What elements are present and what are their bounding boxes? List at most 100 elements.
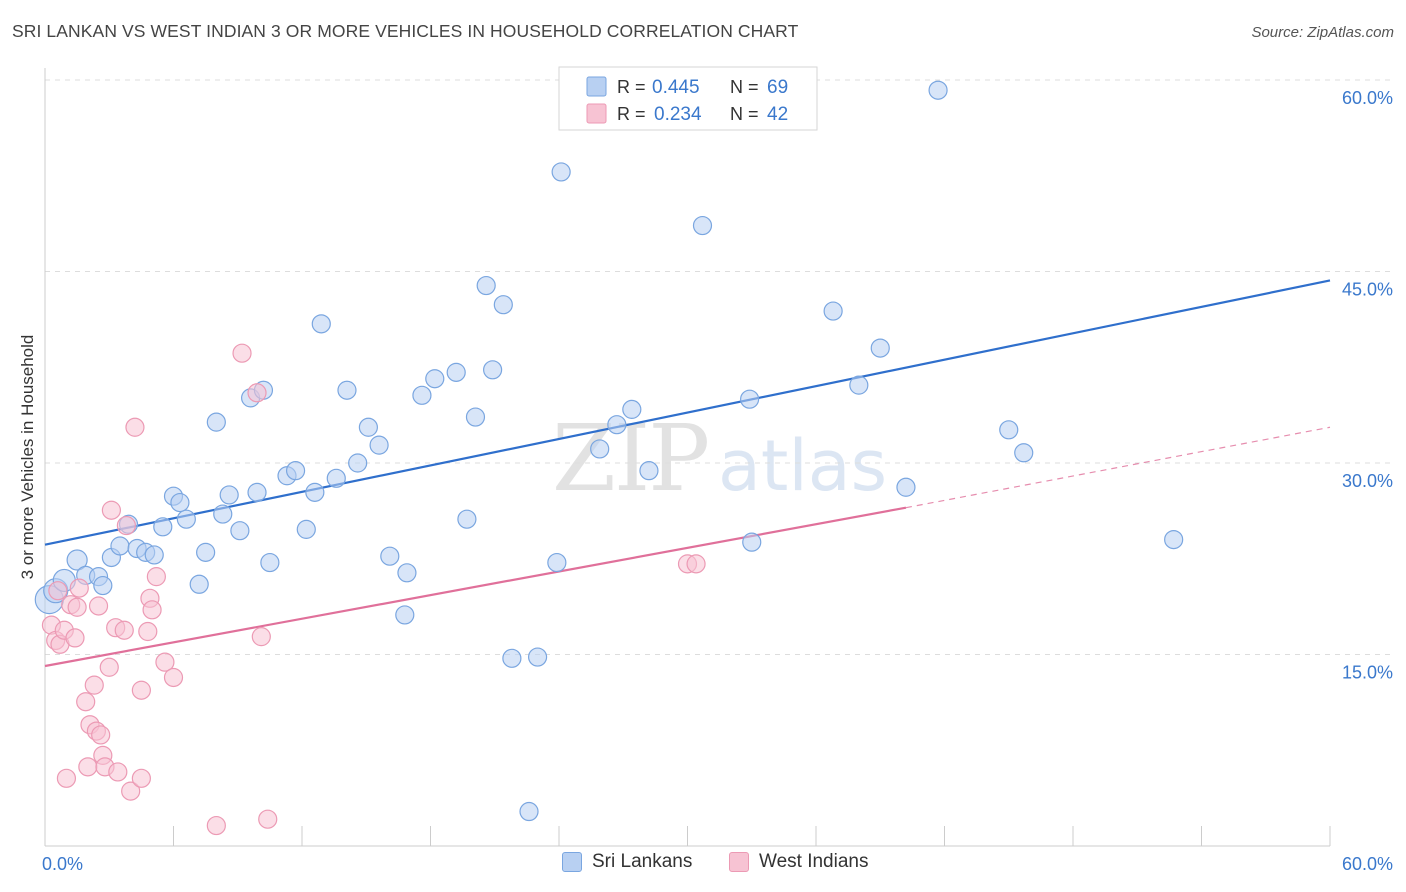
watermark-atlas: atlas (718, 425, 887, 507)
point-sri-lankans-34 (348, 453, 368, 473)
point-sri-lankans-31 (311, 314, 331, 334)
point-sri-lankans-21 (219, 485, 239, 505)
legend-item-sri-lankans[interactable]: Sri Lankans (562, 851, 692, 873)
point-sri-lankans-43 (457, 509, 477, 529)
point-sri-lankans-24 (247, 482, 267, 502)
point-west-indians-18 (99, 657, 119, 677)
point-west-indians-33 (163, 667, 184, 688)
point-sri-lankans-60 (823, 301, 843, 321)
point-west-indians-26 (131, 680, 151, 700)
point-sri-lankans-37 (380, 546, 400, 566)
point-sri-lankans-40 (412, 385, 432, 405)
point-sri-lankans-61 (849, 375, 869, 395)
legend-item-west-indians[interactable]: West Indians (729, 851, 868, 873)
stats-legend-n-value-blue: 69 (767, 77, 788, 98)
y-tick-label-45: 45.0% (1342, 280, 1393, 300)
point-sri-lankans-56 (639, 461, 659, 481)
point-sri-lankans-18 (196, 542, 216, 562)
point-west-indians-35 (232, 343, 252, 363)
point-sri-lankans-16 (176, 509, 196, 529)
point-west-indians-15 (91, 725, 111, 745)
point-sri-lankans-53 (590, 439, 610, 459)
y-tick-label-15: 15.0% (1342, 663, 1393, 683)
point-sri-lankans-12 (144, 545, 164, 565)
point-sri-lankans-48 (502, 648, 522, 668)
point-west-indians-36 (247, 383, 267, 403)
point-west-indians-34 (206, 815, 226, 836)
point-sri-lankans-26 (260, 552, 280, 573)
point-west-indians-28 (138, 621, 158, 642)
point-sri-lankans-19 (206, 412, 226, 432)
point-west-indians-6 (67, 597, 87, 617)
point-west-indians-19 (101, 500, 121, 520)
point-sri-lankans-22 (230, 521, 250, 541)
series-legend: Sri Lankans West Indians (0, 851, 1406, 879)
gridlines (45, 79, 1395, 655)
watermark-zip: ZIP (552, 405, 708, 512)
legend-label-sri-lankans: Sri Lankans (592, 851, 693, 872)
stats-legend-swatch-blue (586, 76, 607, 97)
point-sri-lankans-41 (425, 369, 445, 389)
point-sri-lankans-51 (547, 552, 567, 573)
point-sri-lankans-58 (740, 389, 760, 409)
point-sri-lankans-20 (213, 504, 233, 524)
y-tick-label-60: 60.0% (1342, 88, 1393, 108)
point-sri-lankans-13 (153, 517, 173, 537)
point-west-indians-24 (121, 781, 141, 801)
axes (44, 68, 1331, 847)
point-west-indians-12 (84, 675, 104, 695)
point-west-indians-21 (108, 762, 128, 782)
stats-legend-r-label-pink: R = (617, 104, 646, 124)
legend-swatch-sri-lankans (562, 852, 582, 872)
point-sri-lankans-65 (999, 420, 1019, 440)
y-tick-label-30: 30.0% (1342, 471, 1393, 491)
point-west-indians-8 (69, 578, 89, 598)
point-sri-lankans-47 (493, 295, 513, 315)
stats-legend-r-value-pink: 0.234 (654, 104, 702, 125)
point-sri-lankans-33 (337, 380, 357, 400)
point-sri-lankans-15 (170, 492, 190, 513)
point-west-indians-38 (258, 809, 278, 829)
point-sri-lankans-62 (870, 338, 890, 358)
point-west-indians-37 (251, 627, 271, 647)
point-sri-lankans-54 (607, 415, 627, 435)
point-sri-lankans-64 (928, 80, 948, 100)
point-sri-lankans-50 (527, 647, 548, 667)
stats-legend: R = 0.445 N = 69 R = 0.234 N = 42 (558, 66, 818, 131)
point-west-indians-40 (686, 554, 706, 574)
point-sri-lankans-8 (110, 536, 130, 556)
point-sri-lankans-36 (369, 435, 389, 455)
tick-labels: 60.0% 45.0% 30.0% 15.0% 0.0% 60.0% (42, 88, 1393, 874)
point-sri-lankans-57 (692, 215, 713, 236)
point-west-indians-7 (65, 628, 85, 648)
stats-legend-r-label-blue: R = (617, 77, 646, 97)
point-sri-lankans-49 (519, 801, 539, 822)
point-sri-lankans-52 (551, 162, 571, 182)
point-sri-lankans-63 (896, 477, 916, 497)
point-west-indians-10 (78, 757, 98, 777)
stats-legend-r-value-blue: 0.445 (652, 77, 700, 98)
x-tick-label-0: 0.0% (42, 854, 83, 874)
point-west-indians-4 (56, 768, 77, 788)
data-points (34, 80, 1184, 836)
point-west-indians-22 (114, 620, 134, 640)
trendline-west-indians (44, 506, 907, 668)
trendline-extension-west-indians (905, 426, 1331, 509)
legend-swatch-west-indians (729, 852, 749, 872)
point-west-indians-41 (48, 581, 68, 601)
point-west-indians-14 (88, 596, 109, 616)
point-west-indians-23 (116, 515, 136, 536)
point-sri-lankans-28 (285, 461, 306, 481)
point-sri-lankans-30 (305, 482, 325, 502)
point-west-indians-25 (125, 417, 145, 437)
point-sri-lankans-32 (326, 468, 346, 488)
point-west-indians-30 (142, 600, 162, 620)
stats-legend-swatch-pink (586, 103, 607, 124)
point-sri-lankans-6 (93, 575, 113, 596)
point-sri-lankans-66 (1014, 443, 1034, 463)
point-sri-lankans-46 (483, 360, 503, 380)
point-sri-lankans-39 (397, 563, 417, 583)
point-sri-lankans-42 (446, 362, 466, 382)
legend-label-west-indians: West Indians (759, 851, 869, 872)
